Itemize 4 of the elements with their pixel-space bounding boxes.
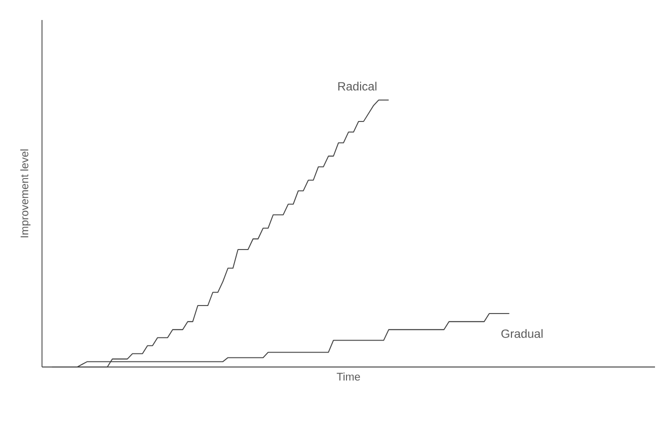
x-axis-title: Time — [336, 372, 360, 381]
y-axis-title: Improvement level — [20, 149, 30, 238]
series-label: Radical — [338, 82, 376, 91]
series-label: Gradual — [501, 329, 543, 338]
